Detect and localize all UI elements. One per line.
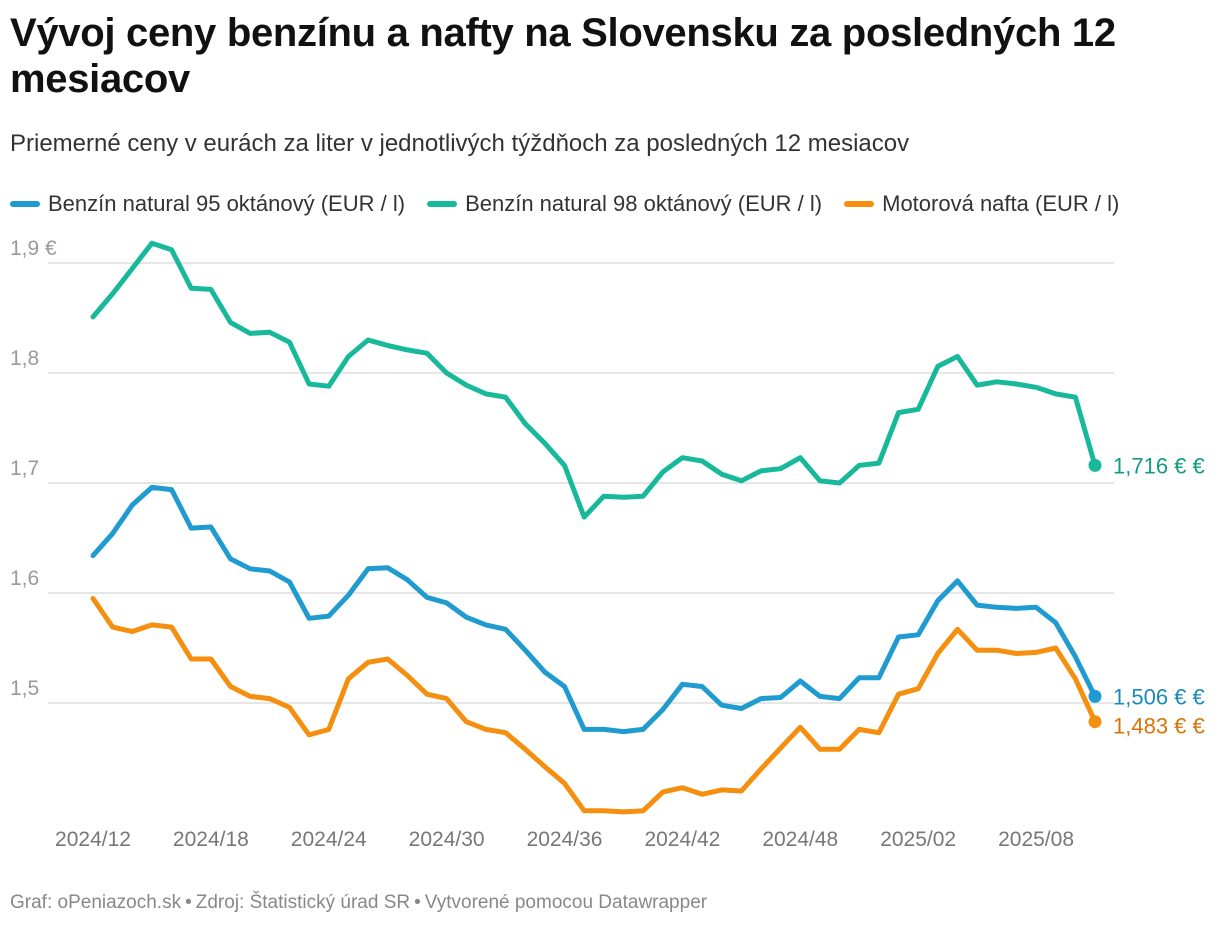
y-tick-label: 1,5: [10, 677, 39, 700]
legend-item-diesel: Motorová nafta (EUR / l): [844, 191, 1119, 217]
x-tick-label: 2024/36: [527, 828, 603, 851]
series-end-label: 1,506 € €: [1113, 684, 1205, 709]
series-end-point: [1088, 458, 1102, 472]
chart-title: Vývoj ceny benzínu a nafty na Slovensku …: [10, 11, 1116, 101]
legend-item-natural-95: Benzín natural 95 oktánový (EUR / l): [10, 191, 405, 217]
legend-swatch-diesel: [844, 201, 875, 207]
chart-subtitle: Priemerné ceny v eurách za liter v jedno…: [10, 130, 910, 157]
x-tick-label: 2025/02: [880, 828, 956, 851]
y-tick-label: 1,6: [10, 567, 39, 590]
footer-source: Zdroj: Štatistický úrad SR: [195, 892, 411, 913]
series-line: [90, 596, 1098, 815]
legend: Benzín natural 95 oktánový (EUR / l) Ben…: [10, 188, 1141, 220]
y-tick-label: 1,8: [10, 347, 39, 370]
x-tick-label: 2024/24: [291, 828, 367, 851]
series-end-point: [1088, 715, 1102, 729]
series-end-point: [1088, 689, 1102, 703]
series-line: [90, 240, 1098, 520]
footer: Graf: oPeniazoch.sk • Zdroj: Štatistický ú…: [10, 892, 708, 913]
x-tick-label: 2024/18: [173, 828, 249, 851]
line-chart: 1,9 € 1,8 1,7 1,6 1,5 2024/12 2024/18 2024/24 20…: [10, 237, 1205, 851]
legend-item-natural-98: Benzín natural 98 oktánový (EUR / l): [427, 191, 822, 217]
footer-tool: Vytvorené pomocou Datawrapper: [424, 892, 708, 913]
x-tick-label: 2024/42: [644, 828, 720, 851]
legend-swatch-natural-98: [427, 201, 458, 207]
series-end-label: 1,483 € €: [1113, 714, 1205, 739]
series-line: [90, 484, 1098, 735]
y-tick-label: 1,9 €: [10, 237, 57, 260]
y-tick-label: 1,7: [10, 457, 39, 480]
x-tick-label: 2024/48: [762, 828, 838, 851]
x-tick-label: 2024/12: [55, 828, 131, 851]
x-tick-label: 2025/08: [998, 828, 1074, 851]
x-tick-label: 2024/30: [409, 828, 485, 851]
series-end-label: 1,716 € €: [1113, 453, 1205, 478]
legend-label-natural-98: Benzín natural 98 oktánový (EUR / l): [465, 191, 823, 216]
footer-graph-credit: Graf: oPeniazoch.sk: [10, 892, 182, 913]
legend-swatch-natural-95: [10, 201, 40, 207]
legend-label-diesel: Motorová nafta (EUR / l): [882, 191, 1120, 216]
legend-label-natural-95: Benzín natural 95 oktánový (EUR / l): [48, 191, 406, 216]
